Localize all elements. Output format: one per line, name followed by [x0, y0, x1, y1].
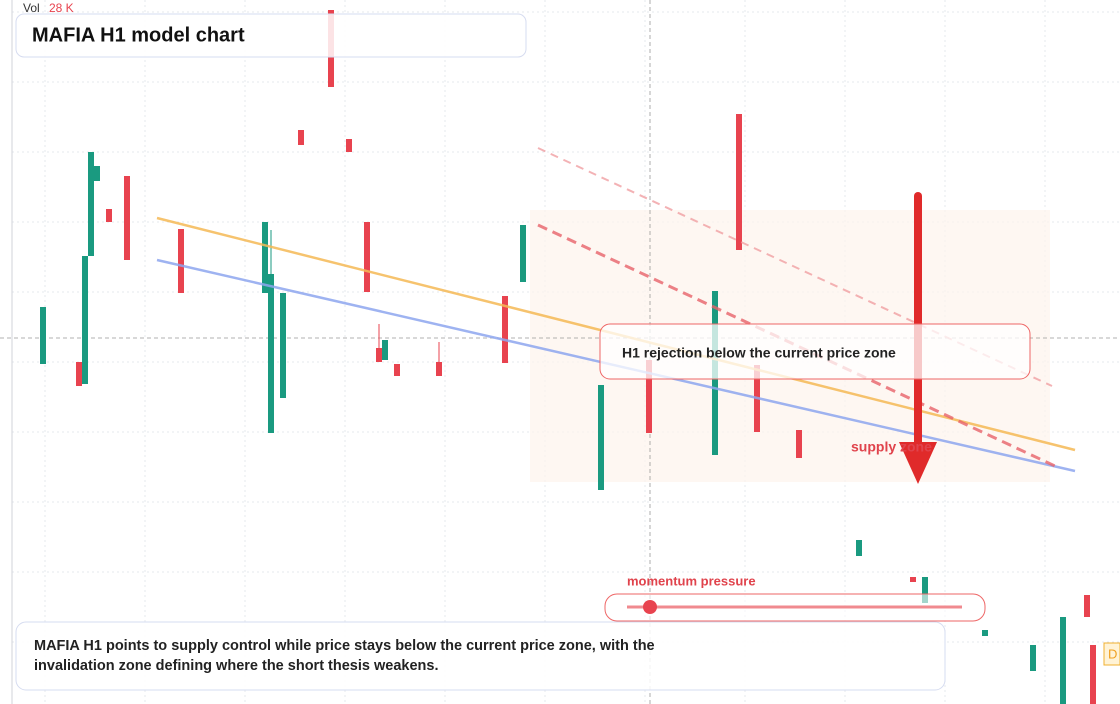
candle-body: [40, 307, 46, 364]
volume-label: Vol: [23, 1, 40, 15]
candle-body: [376, 348, 382, 362]
candle-body: [76, 362, 82, 386]
candle-body: [124, 176, 130, 260]
zone-label: supply zone: [851, 439, 932, 455]
candle-body: [280, 293, 286, 398]
candle-body: [982, 630, 988, 636]
candle-body: [1030, 645, 1036, 671]
candle-body: [520, 225, 526, 282]
candle-body: [382, 340, 388, 360]
candle-body: [736, 114, 742, 250]
caption-box: [15, 621, 946, 691]
candle-body: [346, 139, 352, 152]
candle-body: [910, 577, 916, 582]
caption: MAFIA H1 points to supply control while …: [34, 638, 655, 674]
annotation: H1 rejection below the current price zon…: [622, 345, 896, 361]
candle-body: [106, 209, 112, 222]
candle-body: [268, 274, 274, 433]
volume-value: 28 K: [49, 1, 74, 15]
candle-body: [922, 577, 928, 603]
candle-body: [1060, 617, 1066, 704]
candle-body: [796, 430, 802, 458]
candle-body: [1084, 595, 1090, 617]
edge-label: D: [1108, 646, 1117, 661]
edge-badge: [1103, 642, 1120, 666]
dashed-line-light: [537, 147, 1053, 387]
arrow-head: [899, 442, 937, 484]
candle-body: [502, 296, 508, 363]
candle-body: [1090, 645, 1096, 704]
candle-body: [436, 362, 442, 376]
candle-body: [88, 152, 94, 256]
annotation-box: [599, 323, 1031, 380]
candle-body: [298, 130, 304, 145]
indicator-knob: [643, 600, 657, 614]
title-box: [15, 13, 527, 58]
candle-body: [262, 222, 268, 293]
candle-body: [82, 256, 88, 384]
candle-body: [598, 385, 604, 490]
candle-body: [646, 360, 652, 433]
candle-body: [178, 229, 184, 293]
candle-body: [856, 540, 862, 556]
candle-body: [364, 222, 370, 292]
indicator-label: momentum pressure: [627, 573, 756, 588]
candle-body: [394, 364, 400, 376]
caption-wrap: MAFIA H1 points to supply control while …: [34, 638, 655, 674]
chart-title: MAFIA H1 model chart: [32, 24, 245, 46]
candle-body: [94, 166, 100, 181]
